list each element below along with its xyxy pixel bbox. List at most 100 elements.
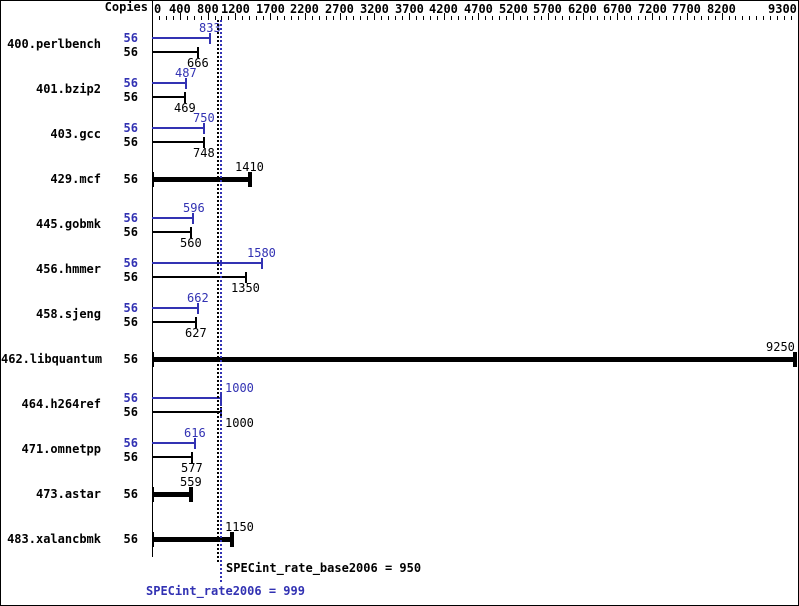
base-bar-endcap <box>197 47 199 58</box>
base-value-label: 1410 <box>235 160 264 174</box>
benchmark-label: 464.h264ref <box>21 397 101 411</box>
peak-bar-line <box>152 442 195 444</box>
minor-tick <box>597 16 598 20</box>
peak-value-label: 750 <box>193 111 215 125</box>
x-axis-tick-label: 400 <box>169 2 191 16</box>
minor-tick <box>166 16 167 20</box>
copies-value-base: 56 <box>123 270 138 284</box>
base-bar-line <box>152 51 198 53</box>
x-axis-tick-label: 5700 <box>533 2 562 16</box>
base-bar-endcap <box>203 137 205 148</box>
minor-tick <box>749 16 750 20</box>
minor-tick <box>215 16 216 20</box>
minor-tick <box>312 16 313 20</box>
minor-tick <box>729 16 730 20</box>
base-bar-line <box>152 537 232 542</box>
base-bar-endcap <box>184 92 186 103</box>
base-bar-endcap <box>190 227 192 238</box>
x-axis-tick-label: 5200 <box>499 2 528 16</box>
base-bar-line <box>152 456 192 458</box>
peak-value-label: 662 <box>187 291 209 305</box>
base-bar-line <box>152 492 191 497</box>
x-axis-tick-label: 3700 <box>395 2 424 16</box>
minor-tick <box>437 16 438 20</box>
minor-tick <box>249 16 250 20</box>
major-tick <box>340 13 341 20</box>
minor-tick <box>485 16 486 20</box>
base-bar-endcap <box>230 532 234 547</box>
minor-tick <box>763 16 764 20</box>
peak-value-label: 1580 <box>247 246 276 260</box>
minor-tick <box>791 16 792 20</box>
minor-tick <box>346 16 347 20</box>
minor-tick <box>194 16 195 20</box>
minor-tick <box>520 16 521 20</box>
minor-tick <box>694 16 695 20</box>
minor-tick <box>423 16 424 20</box>
benchmark-label: 400.perlbench <box>7 37 101 51</box>
x-axis-tick-label: 0 <box>154 2 162 16</box>
plot-left-axis-line <box>152 1 153 557</box>
peak-bar-line <box>152 127 204 129</box>
minor-tick <box>263 16 264 20</box>
minor-tick <box>638 16 639 20</box>
major-tick <box>374 13 375 20</box>
base-bar-line <box>152 321 196 323</box>
copies-value-peak: 56 <box>123 391 138 405</box>
copies-value-base: 56 <box>123 90 138 104</box>
x-axis-tick-label: 3200 <box>360 2 389 16</box>
major-tick <box>583 13 584 20</box>
minor-tick <box>353 16 354 20</box>
copies-value-base: 56 <box>123 135 138 149</box>
peak-ratio-dotted-line <box>220 20 222 584</box>
base-value-label: 559 <box>180 475 202 489</box>
minor-tick <box>777 16 778 20</box>
base-value-label: 627 <box>185 326 207 340</box>
copies-value-base: 56 <box>123 352 138 366</box>
major-tick <box>722 13 723 20</box>
copies-value-base: 56 <box>123 225 138 239</box>
minor-tick <box>333 16 334 20</box>
base-value-label: 577 <box>181 461 203 475</box>
minor-tick <box>402 16 403 20</box>
peak-bar-line <box>152 262 262 264</box>
copies-value-peak: 56 <box>123 76 138 90</box>
base-bar-endcap <box>191 452 193 463</box>
peak-value-label: 1000 <box>225 381 254 395</box>
x-axis-tick-label: 1200 <box>221 2 250 16</box>
major-tick <box>478 13 479 20</box>
minor-tick <box>610 16 611 20</box>
minor-tick <box>430 16 431 20</box>
peak-value-label: 833 <box>199 21 221 35</box>
base-value-label: 748 <box>193 146 215 160</box>
minor-tick <box>242 16 243 20</box>
x-axis-tick-label: 7700 <box>672 2 701 16</box>
major-tick <box>235 13 236 20</box>
minor-tick <box>360 16 361 20</box>
benchmark-label: 483.xalancbmk <box>7 532 101 546</box>
base-bar-endcap <box>793 352 797 367</box>
major-tick <box>152 13 153 20</box>
major-tick <box>548 13 549 20</box>
base-bar-line <box>152 177 250 182</box>
minor-tick <box>159 16 160 20</box>
benchmark-label: 401.bzip2 <box>35 82 101 96</box>
base-bar-endcap <box>195 317 197 328</box>
minor-tick <box>228 16 229 20</box>
minor-tick <box>666 16 667 20</box>
peak-bar-line <box>152 397 221 399</box>
copies-value-base: 56 <box>123 315 138 329</box>
minor-tick <box>562 16 563 20</box>
benchmark-label: 471.omnetpp <box>21 442 101 456</box>
base-summary-text: SPECint_rate_base2006 = 950 <box>226 561 422 575</box>
minor-tick <box>451 16 452 20</box>
peak-summary-text: SPECint_rate2006 = 999 <box>146 584 305 598</box>
base-bar-line <box>152 411 221 413</box>
minor-tick <box>173 16 174 20</box>
benchmark-label: 429.mcf <box>50 172 101 186</box>
minor-tick <box>499 16 500 20</box>
major-tick <box>180 13 181 20</box>
minor-tick <box>673 16 674 20</box>
copies-value-base: 56 <box>123 172 138 186</box>
